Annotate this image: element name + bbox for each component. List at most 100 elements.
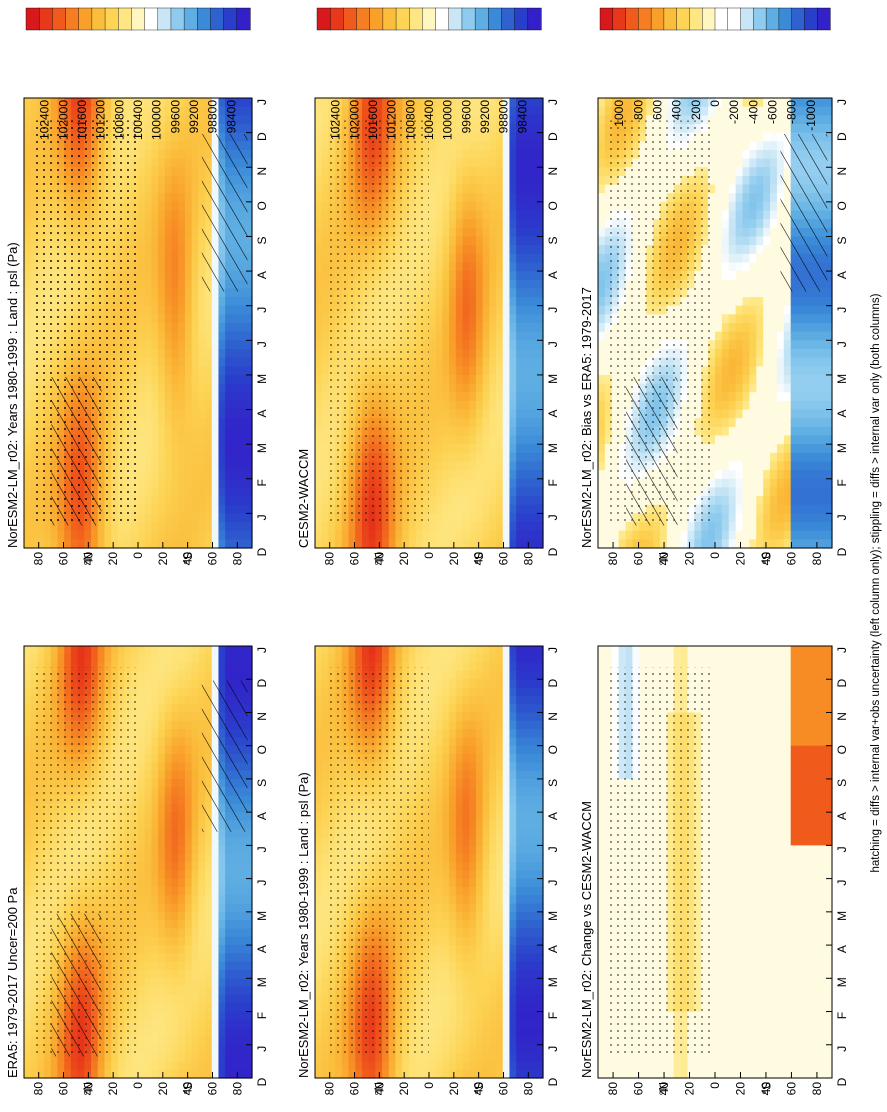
field-cell — [37, 522, 45, 532]
field-cell — [442, 141, 450, 151]
field-cell — [64, 646, 72, 655]
field-cell — [449, 400, 457, 411]
field-cell — [429, 279, 437, 289]
field-cell — [37, 106, 45, 116]
field-cell — [50, 662, 59, 672]
field-cell — [429, 331, 437, 341]
field-cell — [164, 262, 173, 272]
field-cell — [429, 314, 437, 324]
field-cell — [245, 539, 253, 549]
field-cell — [151, 745, 159, 755]
field-cell — [70, 115, 79, 125]
field-cell — [231, 392, 240, 402]
field-cell — [184, 426, 193, 437]
field-cell — [231, 374, 240, 385]
field-cell — [171, 994, 179, 1004]
field-cell — [91, 1069, 99, 1079]
field-cell — [30, 496, 39, 506]
field-cell — [158, 845, 166, 855]
field-cell — [455, 496, 464, 506]
field-cell — [231, 323, 240, 333]
field-cell — [449, 123, 457, 134]
field-cell — [191, 175, 199, 186]
field-cell — [138, 106, 146, 116]
field-cell — [211, 98, 220, 108]
field-cell — [475, 297, 484, 307]
field-cell — [218, 978, 226, 988]
field-cell — [211, 297, 220, 307]
field-cell — [178, 862, 186, 871]
field-cell — [171, 487, 179, 497]
field-cell — [158, 1036, 166, 1046]
field-cell — [205, 115, 213, 125]
field-cell — [158, 720, 166, 730]
field-cell — [144, 903, 153, 913]
field-cell — [171, 210, 179, 220]
field-cell — [198, 845, 206, 855]
field-cell — [158, 297, 166, 307]
field-cell — [321, 279, 330, 289]
field-cell — [245, 219, 253, 229]
field-cell — [151, 340, 159, 350]
field-cell — [24, 487, 32, 497]
field-cell — [462, 530, 470, 540]
field-cell — [315, 418, 323, 428]
field-cell — [315, 297, 323, 307]
field-cell — [151, 478, 159, 489]
field-cell — [211, 1011, 220, 1021]
field-cell — [315, 530, 323, 540]
field-cell — [158, 409, 166, 419]
field-cell — [315, 374, 323, 385]
field-cell — [24, 418, 32, 428]
field-cell — [321, 184, 330, 194]
field-cell — [131, 646, 139, 655]
field-cell — [164, 487, 173, 497]
field-cell — [429, 141, 437, 151]
field-cell — [50, 1053, 59, 1062]
field-cell — [455, 210, 464, 220]
field-cell — [429, 123, 437, 134]
field-cell — [475, 383, 484, 393]
field-cell — [315, 435, 323, 445]
field-cell — [475, 314, 484, 324]
field-cell — [144, 936, 153, 946]
field-cell — [138, 762, 146, 772]
field-cell — [435, 201, 444, 212]
field-cell — [231, 409, 240, 419]
field-cell — [462, 245, 470, 255]
field-cell — [429, 348, 437, 359]
field-cell — [231, 662, 240, 672]
field-cell — [158, 219, 166, 229]
month-tick-label: D — [255, 679, 269, 688]
lat-unit-label: °N — [81, 1082, 95, 1095]
field-cell — [429, 132, 437, 142]
field-cell — [138, 227, 146, 238]
field-cell — [70, 654, 79, 664]
field-cell — [475, 348, 484, 359]
field-cell — [164, 953, 173, 963]
field-cell — [138, 236, 146, 246]
field-cell — [198, 409, 206, 419]
field-cell — [238, 323, 246, 333]
field-cell — [205, 331, 213, 341]
field-cell — [111, 654, 119, 664]
field-cell — [225, 853, 233, 863]
field-cell — [225, 911, 233, 921]
field-cell — [164, 928, 173, 938]
field-cell — [184, 828, 193, 838]
field-cell — [198, 383, 206, 393]
field-cell — [218, 1036, 226, 1046]
field-cell — [442, 288, 450, 298]
field-cell — [191, 539, 199, 549]
field-cell — [449, 374, 457, 385]
field-cell — [225, 870, 233, 880]
field-cell — [57, 115, 65, 125]
field-cell — [191, 271, 199, 281]
field-cell — [449, 530, 457, 540]
field-cell — [191, 712, 199, 722]
field-cell — [184, 409, 193, 419]
field-cell — [178, 513, 186, 523]
field-cell — [238, 670, 246, 680]
field-cell — [482, 271, 490, 281]
field-cell — [198, 953, 206, 963]
